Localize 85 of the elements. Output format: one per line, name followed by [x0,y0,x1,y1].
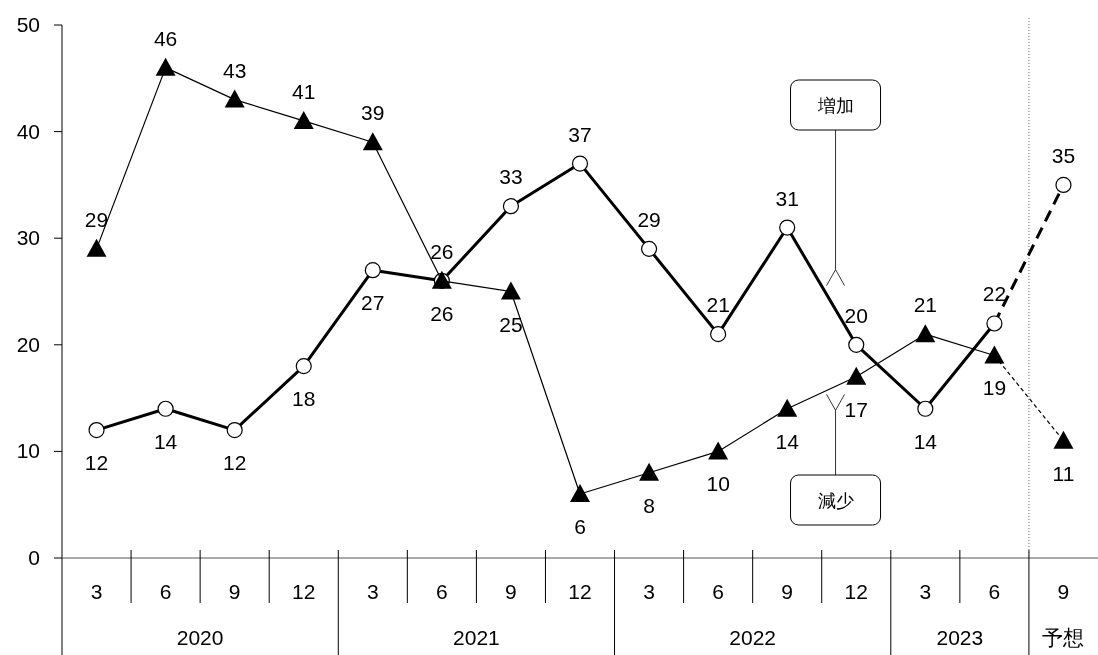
data-label: 37 [568,122,592,146]
x-tick-label: 3 [643,580,655,603]
y-tick-label: 0 [28,546,40,569]
x-tick-label: 9 [781,580,794,603]
data-label: 31 [775,186,799,210]
point [88,421,105,439]
x-tick-label: 12 [292,580,316,603]
data-label: 35 [1051,143,1076,167]
point [571,155,589,172]
data-label: 6 [574,515,586,539]
y-tick-label: 10 [16,439,40,463]
data-label: 21 [913,293,938,317]
point [155,57,176,76]
point [708,441,729,460]
data-label: 39 [361,101,385,125]
point [1055,176,1072,193]
data-label: 17 [844,397,868,421]
data-label: 8 [643,493,655,517]
text: 2020 [176,626,224,649]
data-label: 14 [913,429,938,453]
y-tick-label: 50 [16,13,40,36]
data-label: 12 [84,451,109,475]
text: 2021 [453,626,500,649]
point [986,315,1003,332]
point [984,345,1005,364]
text: 予想 [1042,626,1085,649]
point [362,132,383,151]
data-label: 14 [153,429,178,453]
point [917,400,934,417]
data-label: 26 [430,301,454,325]
text: 2023 [936,626,984,649]
data-label: 33 [499,165,523,189]
x-tick-label: 3 [90,580,103,603]
x-tick-label: 6 [988,580,1001,603]
point [226,421,243,439]
x-tick-label: 3 [919,580,932,603]
point [364,262,381,279]
data-label: 22 [982,282,1007,306]
x-tick-label: 6 [712,580,724,603]
x-tick-label: 12 [568,580,592,603]
data-label: 29 [84,207,109,231]
data-label: 20 [844,303,868,327]
data-label: 14 [775,429,800,453]
y-tick-label: 30 [16,226,40,250]
data-label: 12 [222,451,247,475]
data-label: 21 [706,293,730,317]
data-label: 29 [637,207,661,231]
data-label: 26 [430,239,454,263]
y-tick-label: 20 [16,332,40,356]
point [1053,430,1074,449]
point [293,110,314,129]
x-tick-label: 3 [366,580,379,603]
point [779,219,796,236]
x-tick-label: 6 [159,580,172,603]
x-tick-label: 12 [844,580,868,603]
point [570,484,590,503]
point [500,281,521,300]
data-label: 41 [292,79,316,103]
point [639,462,660,481]
point [846,366,867,385]
point [224,89,245,108]
data-label: 11 [1052,461,1075,485]
data-label: 10 [706,472,730,496]
x-tick-label: 9 [1057,580,1070,603]
x-tick-label: 9 [505,580,517,603]
data-label: 19 [982,376,1007,400]
point [295,358,312,375]
y-tick-label: 40 [16,119,40,143]
text: 2022 [729,626,777,649]
point [502,198,520,215]
point [157,400,174,417]
point [777,398,798,417]
point [848,336,865,353]
point [640,240,658,257]
data-label: 46 [153,26,178,50]
data-label: 27 [361,291,385,315]
data-label: 18 [292,387,316,411]
point [915,324,936,343]
x-tick-label: 6 [436,580,448,603]
x-tick-label: 9 [228,580,241,603]
data-label: 43 [222,58,247,82]
point [710,326,727,343]
text: 減少 [817,491,854,511]
data-label: 25 [499,312,523,336]
point [86,238,107,257]
